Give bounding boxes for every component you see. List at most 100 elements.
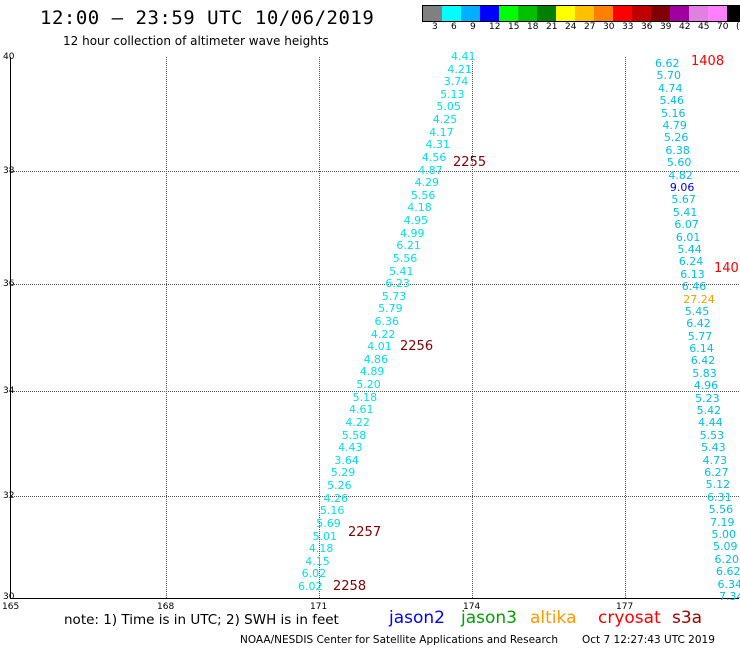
time-label-2258: 2258: [333, 579, 367, 594]
legend-swatch: [423, 6, 442, 21]
wave-height-value: 6.07: [674, 218, 699, 232]
wave-height-value: 3.74: [443, 75, 469, 89]
time-label-2257: 2257: [348, 525, 382, 540]
wave-height-value: 4.25: [432, 113, 458, 127]
wave-height-value: 5.56: [410, 188, 436, 202]
x-tick-168: 168: [157, 602, 175, 612]
page-subtitle: 12 hour collection of altimeter wave hei…: [63, 34, 329, 48]
y-tick-30: 30: [3, 592, 15, 602]
grid-line-32: [11, 496, 739, 497]
grid-line-177: [625, 57, 626, 598]
legend-label: 21: [546, 22, 558, 32]
wave-height-value: 4.44: [698, 416, 723, 430]
wave-height-value: 5.16: [319, 504, 345, 518]
legend-label: 3: [432, 22, 438, 32]
wave-height-value: 9.06: [669, 180, 695, 194]
wave-height-value: 4.99: [400, 226, 425, 240]
wave-height-value: 4.22: [345, 415, 370, 429]
wave-height-value: 5.26: [663, 131, 689, 145]
time-label-2255: 2255: [453, 155, 487, 170]
y-tick-34: 34: [3, 386, 15, 396]
wave-height-value: 4.43: [338, 441, 363, 455]
wave-height-value: 4.29: [414, 176, 440, 190]
legend-swatch: [575, 6, 594, 21]
wave-height-value: 5.79: [378, 302, 403, 316]
map-plot-area: [10, 57, 739, 599]
wave-height-value: 4.56: [421, 150, 447, 164]
wave-height-value: 4.87: [418, 163, 443, 177]
wave-height-value: 4.74: [657, 81, 683, 95]
y-tick-36: 36: [3, 279, 15, 289]
wave-height-value: 5.46: [659, 94, 684, 108]
legend-swatch: [613, 6, 632, 21]
wave-height-value: 4.96: [693, 379, 719, 393]
wave-height-value: 6.62: [655, 57, 680, 70]
legend-swatch: [518, 6, 537, 21]
legend-swatch: [708, 6, 727, 21]
wave-height-value: 5.18: [352, 390, 378, 404]
legend-swatch: [442, 6, 461, 21]
wave-height-value: 5.73: [381, 289, 407, 303]
satellite-jason3: jason3: [461, 608, 517, 628]
legend-label: 27: [584, 22, 596, 32]
wave-height-value: 5.01: [312, 529, 338, 543]
wave-height-value: 5.43: [701, 441, 726, 455]
wave-height-value: 4.82: [668, 168, 693, 182]
wave-height-value: 27.24: [683, 292, 715, 306]
wave-height-value: 6.42: [690, 354, 716, 368]
wave-height-value: 4.41: [451, 50, 476, 63]
wave-height-value: 5.56: [708, 503, 734, 517]
wave-height-value: 4.95: [403, 214, 429, 228]
wave-height-value: 6.24: [678, 255, 704, 269]
grid-line-168: [166, 57, 167, 598]
time-label-140: 140: [714, 261, 739, 276]
legend-swatch: [537, 6, 556, 21]
wave-height-value: 4.17: [429, 125, 454, 139]
wave-height-value: 6.27: [704, 466, 729, 480]
wave-height-value: 4.79: [662, 118, 687, 132]
legend-label: 6: [451, 22, 457, 32]
wave-height-value: 5.12: [705, 478, 731, 492]
legend-swatch: [689, 6, 708, 21]
legend-label: 24: [565, 22, 577, 32]
wave-height-value: 5.09: [713, 540, 738, 554]
satellite-jason2: jason2: [389, 608, 445, 628]
wave-height-value: 5.56: [392, 251, 418, 265]
wave-height-value: 4.89: [359, 365, 385, 379]
footer-credit: NOAA/NESDIS Center for Satellite Applica…: [240, 634, 558, 646]
x-tick-174: 174: [463, 602, 481, 612]
satellite-altika: altika: [530, 608, 577, 628]
wave-height-value: 4.73: [702, 453, 728, 467]
legend-swatch: [727, 6, 740, 21]
wave-height-value: 4.26: [323, 491, 349, 505]
wave-height-value: 5.13: [440, 87, 465, 101]
legend-label: 42: [679, 22, 691, 32]
wave-height-value: 5.20: [356, 378, 381, 392]
legend-label: 30: [603, 22, 615, 32]
legend-swatch: [480, 6, 499, 21]
wave-height-value: 5.42: [696, 404, 722, 418]
grid-line-36: [11, 284, 739, 285]
satellite-cryosat: cryosat: [598, 608, 661, 628]
wave-height-value: 6.38: [665, 143, 690, 157]
wave-height-value: 5.16: [660, 106, 686, 120]
wave-height-value: 6.20: [714, 552, 740, 566]
wave-height-value: 6.46: [681, 280, 707, 294]
wave-height-value: 5.00: [711, 528, 737, 542]
legend-label: 9: [470, 22, 476, 32]
wave-height-value: 6.14: [689, 342, 714, 356]
color-legend: [422, 5, 740, 22]
wave-height-value: 6.02: [298, 580, 323, 593]
wave-height-value: 5.60: [666, 156, 692, 170]
legend-swatch: [556, 6, 575, 21]
wave-height-value: 6.23: [385, 277, 410, 291]
wave-height-value: 5.69: [316, 516, 341, 530]
legend-swatch: [670, 6, 689, 21]
satellite-s3a: s3a: [672, 608, 703, 628]
time-label-1408: 1408: [691, 54, 725, 69]
footer-note: note: 1) Time is in UTC; 2) SWH is in fe…: [64, 612, 339, 628]
grid-line-171: [319, 57, 320, 598]
wave-height-value: 6.62: [716, 565, 740, 579]
legend-swatch: [651, 6, 670, 21]
footer-date: Oct 7 12:27:43 UTC 2019: [582, 634, 715, 646]
